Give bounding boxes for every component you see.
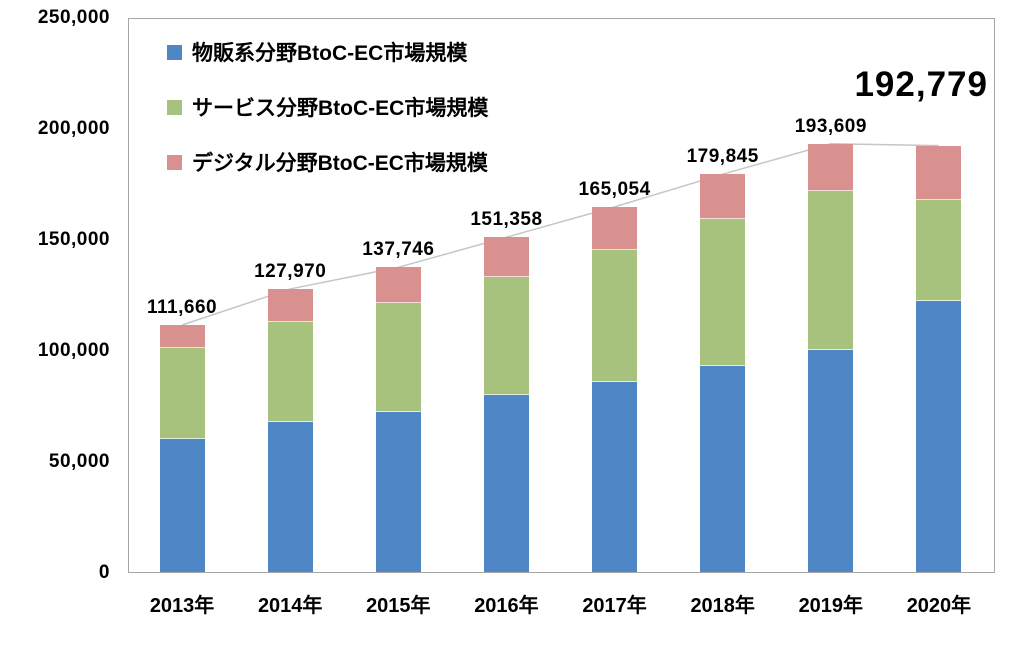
x-label-2015年: 2015年 bbox=[366, 595, 431, 617]
y-tick-100,000: 100,000 bbox=[37, 340, 110, 361]
total-label-2018年: 179,845 bbox=[686, 146, 759, 168]
bar-segment-blue-2013年 bbox=[159, 439, 205, 572]
x-label-2019年: 2019年 bbox=[798, 595, 864, 617]
x-label-2017年: 2017年 bbox=[582, 595, 647, 617]
bar-group-2019年 bbox=[808, 143, 854, 572]
highlight-total-label-2020: 192,779 bbox=[854, 65, 988, 104]
bar-segment-blue-2014年 bbox=[267, 421, 313, 572]
bar-segment-pink-2015年 bbox=[375, 267, 421, 304]
bar-segment-pink-2014年 bbox=[267, 288, 313, 323]
legend-label-service: サービス分野BtoC-EC市場規模 bbox=[192, 97, 489, 120]
bar-group-2018年 bbox=[700, 174, 746, 572]
bar-group-2013年 bbox=[159, 325, 205, 572]
bar-segment-green-2016年 bbox=[483, 276, 529, 395]
legend-label-digital: デジタル分野BtoC-EC市場規模 bbox=[192, 152, 488, 175]
total-label-2019年: 193,609 bbox=[794, 115, 867, 137]
legend-item-service: サービス分野BtoC-EC市場規模 bbox=[167, 94, 488, 120]
y-tick-200,000: 200,000 bbox=[37, 118, 110, 139]
y-tick-50,000: 50,000 bbox=[48, 451, 110, 472]
total-label-2015年: 137,746 bbox=[362, 239, 435, 261]
x-label-2018年: 2018年 bbox=[690, 595, 755, 617]
bar-segment-green-2015年 bbox=[375, 303, 421, 412]
bar-group-2014年 bbox=[267, 288, 313, 572]
bar-segment-blue-2017年 bbox=[592, 381, 638, 572]
bar-segment-blue-2015年 bbox=[375, 411, 421, 572]
bar-segment-green-2018年 bbox=[700, 219, 746, 367]
legend-marker-green-icon bbox=[167, 99, 182, 115]
bar-group-2015年 bbox=[375, 267, 421, 572]
legend-label-bussan: 物販系分野BtoC-EC市場規模 bbox=[192, 42, 468, 65]
x-label-2014年: 2014年 bbox=[257, 595, 323, 617]
legend-item-bussan: 物販系分野BtoC-EC市場規模 bbox=[167, 39, 488, 65]
total-label-2013年: 111,660 bbox=[147, 297, 218, 318]
legend-marker-blue-icon bbox=[167, 44, 182, 60]
bar-segment-pink-2013年 bbox=[159, 325, 205, 349]
bar-segment-pink-2017年 bbox=[592, 206, 638, 251]
bar-segment-blue-2019年 bbox=[808, 349, 854, 572]
bar-segment-green-2014年 bbox=[267, 322, 313, 422]
y-tick-150,000: 150,000 bbox=[37, 229, 110, 250]
bar-segment-blue-2018年 bbox=[700, 366, 746, 572]
bar-segment-pink-2019年 bbox=[808, 143, 854, 192]
bar-segment-pink-2016年 bbox=[483, 237, 529, 277]
legend: 物販系分野BtoC-EC市場規模 サービス分野BtoC-EC市場規模 デジタル分… bbox=[167, 39, 488, 204]
bar-group-2020年 bbox=[916, 145, 962, 572]
x-label-2016年: 2016年 bbox=[474, 595, 539, 617]
bar-group-2016年 bbox=[483, 237, 529, 572]
bar-segment-green-2020年 bbox=[916, 200, 962, 302]
total-label-2014年: 127,970 bbox=[254, 260, 327, 282]
bar-group-2017年 bbox=[592, 206, 638, 572]
y-tick-250,000: 250,000 bbox=[37, 7, 110, 28]
total-label-2017年: 165,054 bbox=[578, 178, 651, 200]
bar-segment-blue-2020年 bbox=[916, 301, 962, 572]
bar-segment-green-2019年 bbox=[808, 191, 854, 350]
x-label-2013年: 2013年 bbox=[149, 595, 215, 617]
bar-segment-green-2013年 bbox=[159, 348, 205, 440]
bar-segment-pink-2020年 bbox=[916, 145, 962, 201]
bar-segment-pink-2018年 bbox=[700, 174, 746, 220]
x-label-2020年: 2020年 bbox=[906, 595, 972, 617]
legend-item-digital: デジタル分野BtoC-EC市場規模 bbox=[167, 149, 488, 175]
legend-marker-pink-icon bbox=[167, 154, 182, 170]
bar-segment-blue-2016年 bbox=[483, 394, 529, 572]
plot-area: 物販系分野BtoC-EC市場規模 サービス分野BtoC-EC市場規模 デジタル分… bbox=[128, 18, 995, 573]
bar-segment-green-2017年 bbox=[592, 250, 638, 382]
total-label-2016年: 151,358 bbox=[470, 209, 543, 231]
y-tick-0: 0 bbox=[98, 562, 110, 583]
